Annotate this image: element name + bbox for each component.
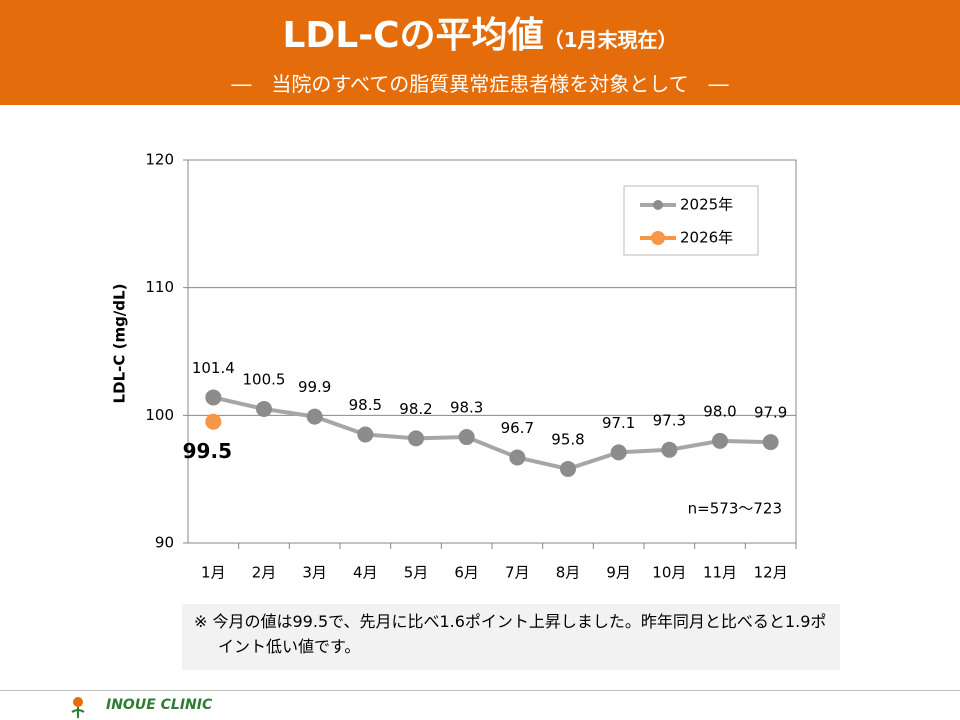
- legend-marker: [651, 231, 665, 245]
- x-tick-label: 5月: [404, 564, 429, 582]
- legend-label: 2025年: [680, 196, 733, 214]
- subtitle: ― 当院のすべての脂質異常症患者様を対象として ―: [231, 72, 729, 96]
- annotation: n=573～723: [688, 500, 782, 518]
- x-tick-label: 3月: [302, 564, 327, 582]
- data-label: 98.2: [399, 400, 432, 418]
- data-label: 99.5: [183, 439, 232, 463]
- y-tick-label: 120: [145, 151, 174, 169]
- series-line: [212, 395, 771, 472]
- data-label: 96.7: [501, 419, 534, 437]
- marker: [661, 441, 678, 458]
- marker: [560, 460, 576, 477]
- y-tick-label: 90: [155, 534, 174, 552]
- x-tick-label: 11月: [703, 564, 737, 582]
- title-main: LDL-Cの平均値: [282, 15, 544, 56]
- x-tick-label: 1月: [201, 564, 226, 582]
- logo: [71, 697, 85, 718]
- data-label: 101.4: [192, 359, 235, 377]
- x-tick-label: 9月: [606, 564, 631, 582]
- marker: [256, 400, 272, 417]
- data-label: 100.5: [243, 370, 286, 388]
- data-label: 98.3: [450, 399, 483, 417]
- y-tick-label: 110: [145, 278, 174, 296]
- marker: [205, 413, 222, 430]
- data-label: 98.0: [703, 402, 736, 420]
- title: LDL-Cの平均値（1月末現在）: [0, 6, 960, 58]
- x-tick-label: 8月: [556, 564, 581, 582]
- y-axis-label: LDL-C (mg/dL): [111, 284, 129, 404]
- legend-box: [623, 185, 759, 256]
- legend-marker: [653, 200, 663, 210]
- marker: [205, 389, 222, 406]
- data-label: 97.1: [602, 414, 635, 432]
- legend-label: 2026年: [680, 229, 733, 247]
- data-label: 97.3: [653, 411, 686, 429]
- x-tick-label: 12月: [754, 564, 788, 582]
- data-label: 98.5: [349, 396, 382, 414]
- marker: [357, 426, 374, 443]
- x-tick-label: 6月: [454, 564, 479, 582]
- marker: [610, 444, 627, 461]
- footer-line: [0, 690, 960, 691]
- x-tick-label: 2月: [252, 564, 277, 582]
- marker: [306, 408, 323, 425]
- marker: [762, 434, 779, 451]
- marker: [408, 430, 424, 447]
- y-tick-label: 100: [145, 406, 174, 424]
- marker: [458, 429, 475, 446]
- note: ※ 今月の値は99.5で、先月に比べ1.6ポイント上昇しました。昨年同月と比べる…: [182, 604, 840, 670]
- header: LDL-Cの平均値（1月末現在） ― 当院のすべての脂質異常症患者様を対象として…: [0, 0, 960, 105]
- title-suffix: （1月末現在）: [543, 28, 678, 52]
- x-tick-label: 7月: [505, 564, 530, 582]
- x-tick-label: 4月: [353, 564, 378, 582]
- data-label: 95.8: [551, 430, 584, 448]
- clinic-name: INOUE CLINIC: [106, 697, 213, 713]
- data-label: 99.9: [298, 378, 331, 396]
- marker: [712, 432, 728, 449]
- x-tick-label: 10月: [652, 564, 686, 582]
- marker: [509, 449, 526, 466]
- data-label: 97.9: [754, 404, 787, 422]
